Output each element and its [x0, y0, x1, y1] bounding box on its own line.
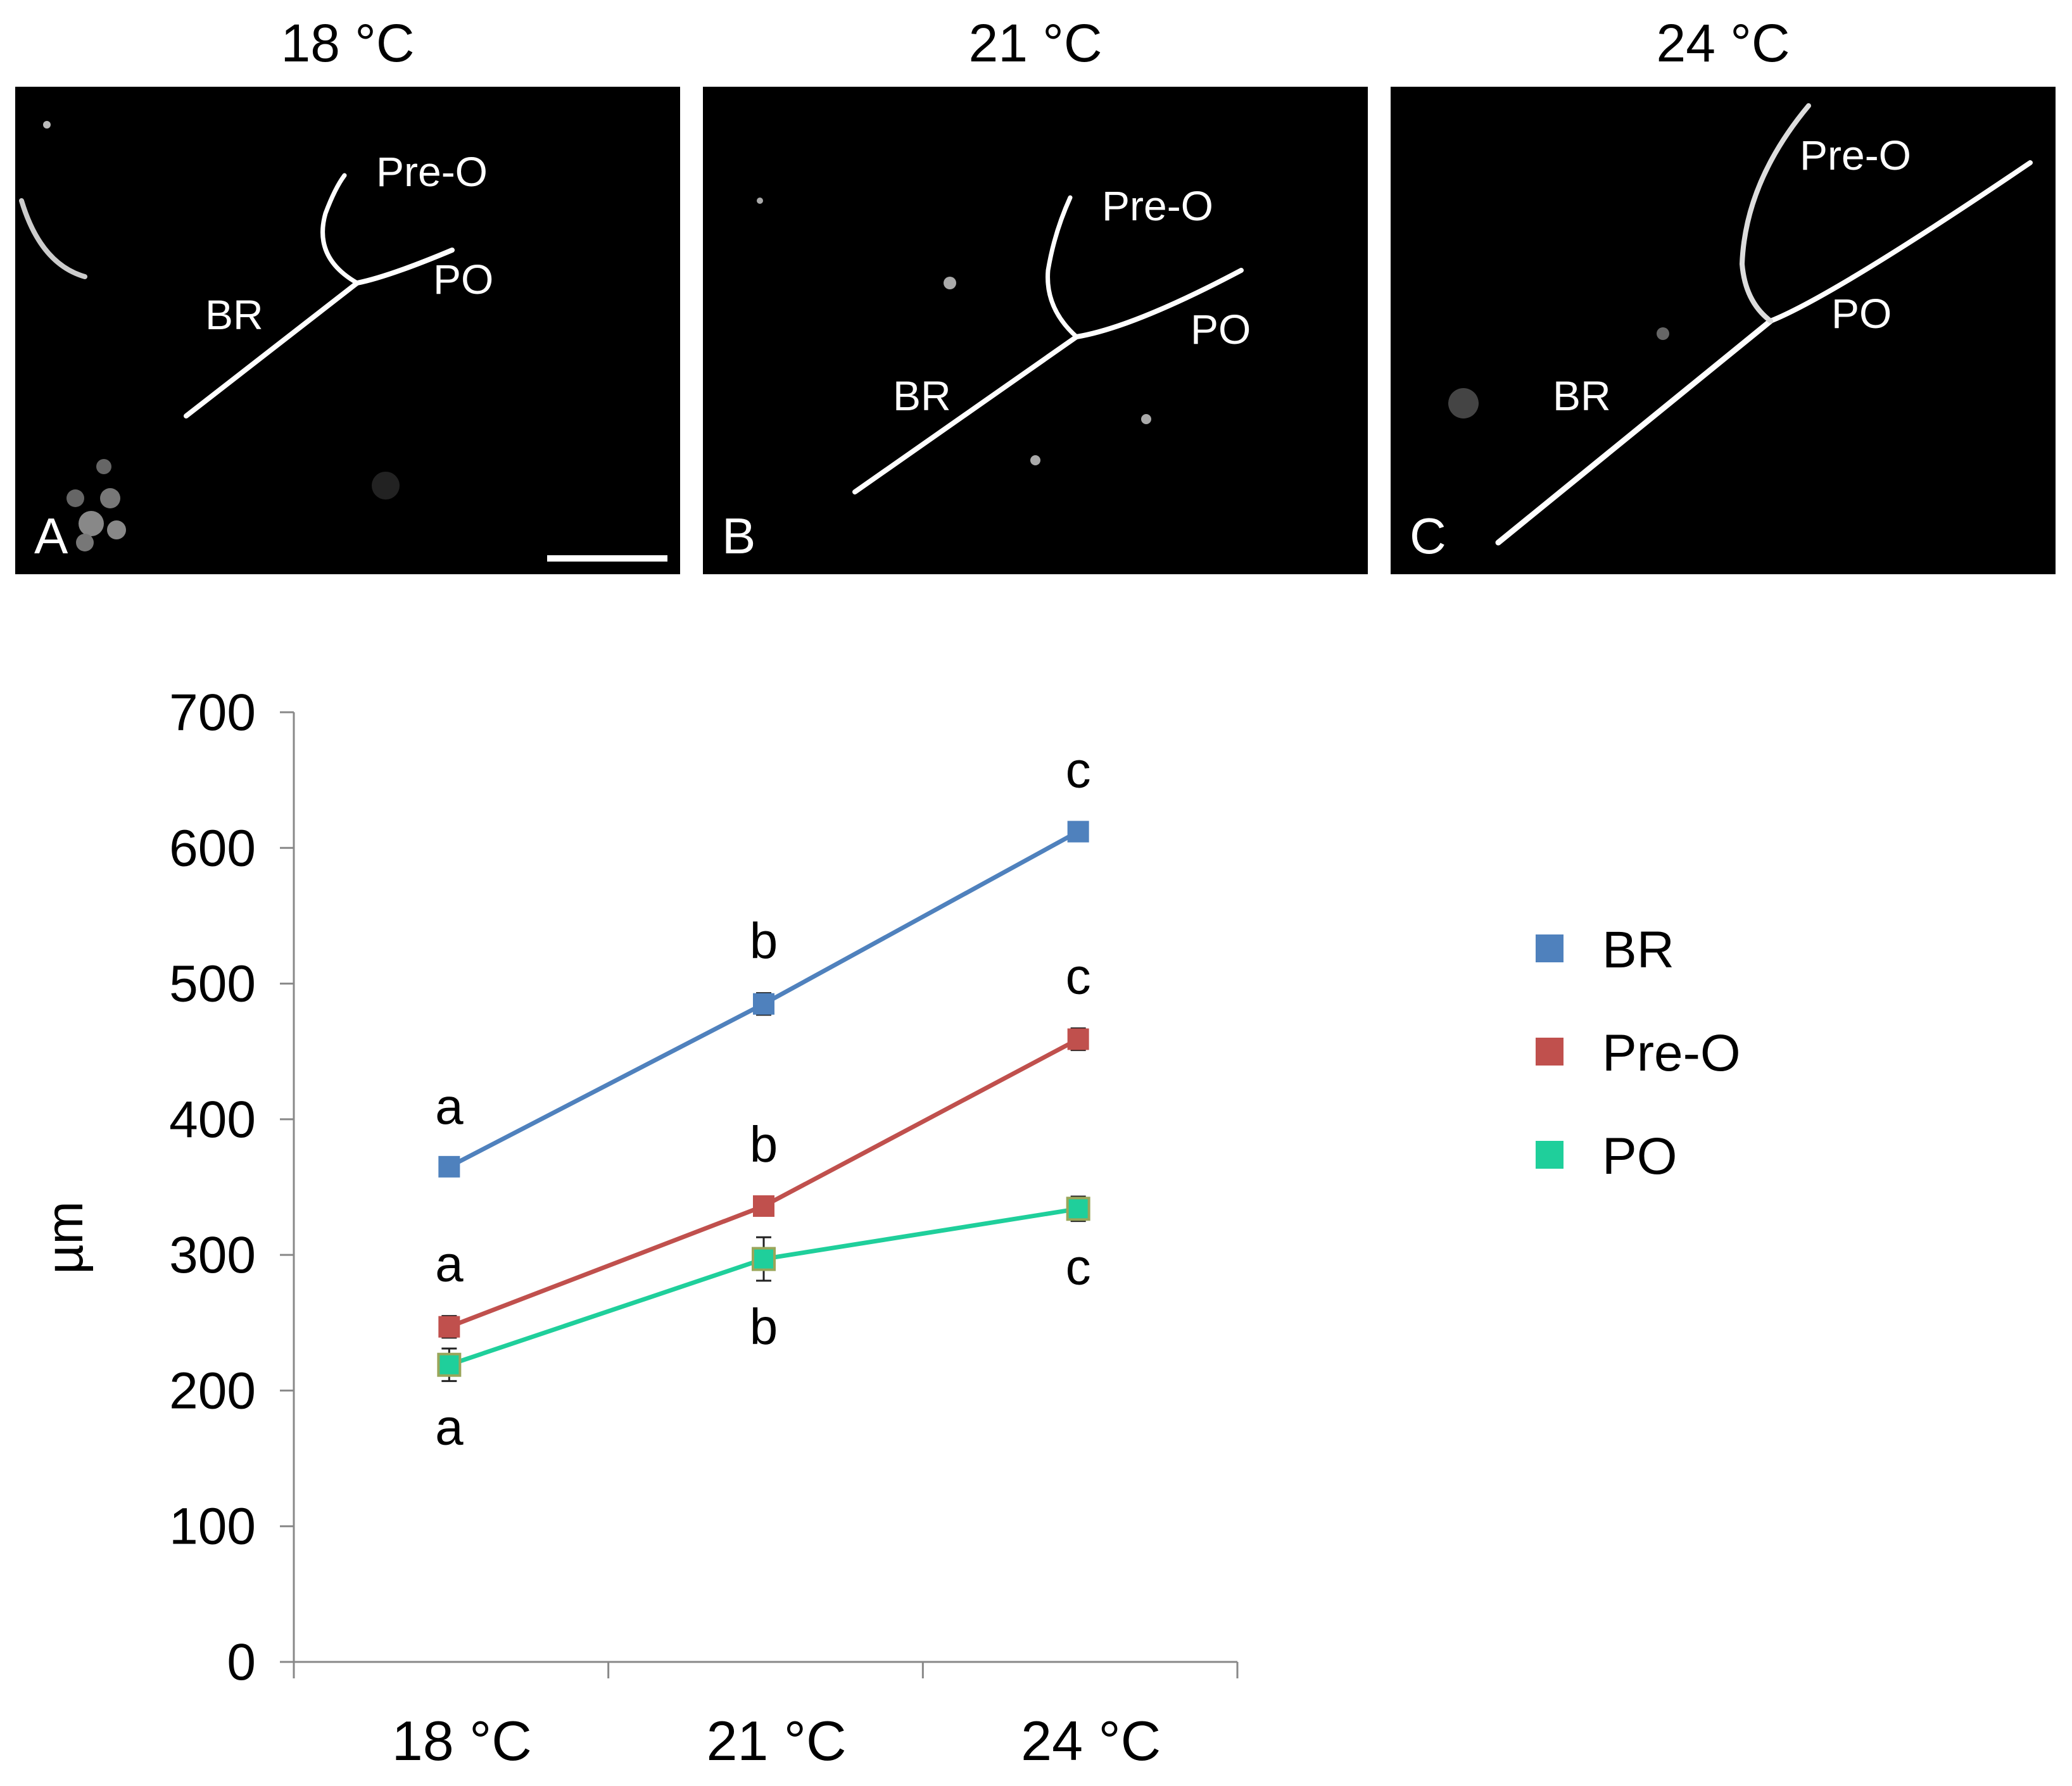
- panel-letter-b: B: [722, 508, 756, 564]
- data-point-po: [437, 1352, 462, 1377]
- data-point-pre-o: [1067, 1028, 1089, 1050]
- y-tick-label: 100: [169, 1498, 256, 1556]
- y-tick-label: 300: [169, 1226, 256, 1284]
- panel-c-header: 24 °C: [1656, 13, 1790, 73]
- legend-marker-br: [1536, 934, 1563, 962]
- label-br: BR: [893, 372, 951, 419]
- panel-letter-c: C: [1410, 508, 1446, 564]
- x-tick-label: 24 °C: [1021, 1709, 1161, 1772]
- legend-marker-po: [1536, 1141, 1563, 1169]
- label-pre-o: Pre-O: [1102, 182, 1214, 229]
- panel-b-header: 21 °C: [968, 13, 1102, 73]
- panel-letter-a: A: [34, 508, 68, 564]
- panel-a-header: 18 °C: [281, 13, 415, 73]
- y-tick-label: 600: [169, 819, 256, 877]
- significance-letter: a: [435, 1399, 464, 1455]
- significance-letter: c: [1066, 948, 1091, 1004]
- x-tick-label: 21 °C: [706, 1709, 846, 1772]
- label-br: BR: [205, 291, 263, 338]
- x-tick-label: 18 °C: [392, 1709, 532, 1772]
- label-br: BR: [1553, 372, 1611, 419]
- data-point-br: [753, 993, 774, 1015]
- y-tick-label: 400: [169, 1091, 256, 1148]
- significance-letter: c: [1066, 742, 1091, 798]
- data-point-pre-o: [753, 1195, 774, 1217]
- data-point-br: [438, 1155, 460, 1178]
- significance-letter: c: [1066, 1239, 1091, 1295]
- legend-label-br: BR: [1602, 921, 1674, 979]
- label-po: PO: [1831, 290, 1892, 337]
- legend-label-po: PO: [1602, 1128, 1677, 1185]
- significance-letter: b: [750, 913, 778, 969]
- significance-letter: b: [750, 1116, 778, 1173]
- series-line-pre-o: [448, 1037, 1080, 1329]
- micrograph-panel-a: Pre-O PO BR A: [15, 87, 680, 574]
- data-point-pre-o: [438, 1316, 460, 1338]
- legend-marker-pre-o: [1536, 1038, 1563, 1066]
- significance-letter: a: [435, 1078, 464, 1135]
- micrograph-panel-c: Pre-O PO BR C: [1391, 87, 2056, 574]
- label-pre-o: Pre-O: [1800, 132, 1912, 179]
- label-po: PO: [433, 256, 494, 303]
- spicule-image-c: [1448, 103, 2033, 546]
- legend-label-pre-o: Pre-O: [1602, 1024, 1741, 1082]
- significance-letter: a: [435, 1236, 464, 1292]
- spicule-image-a: [19, 121, 667, 562]
- y-tick-label: 200: [169, 1362, 256, 1419]
- y-tick-label: 700: [169, 684, 256, 741]
- line-chart: 0 100 200 300 400 500 600 700 18 °C 21 °C 24 °C µm a…: [36, 684, 1741, 1772]
- data-point-br: [1067, 821, 1089, 843]
- significance-letter: b: [750, 1299, 778, 1355]
- y-tick-label: 0: [227, 1633, 256, 1691]
- label-pre-o: Pre-O: [376, 148, 488, 195]
- micrograph-panel-b: Pre-O PO BR B: [703, 87, 1368, 574]
- y-axis-label: µm: [36, 1201, 94, 1274]
- data-point-po: [1066, 1197, 1090, 1221]
- spicule-image-b: [757, 195, 1244, 494]
- data-point-po: [752, 1247, 776, 1271]
- label-po: PO: [1191, 306, 1251, 353]
- y-tick-label: 500: [169, 955, 256, 1013]
